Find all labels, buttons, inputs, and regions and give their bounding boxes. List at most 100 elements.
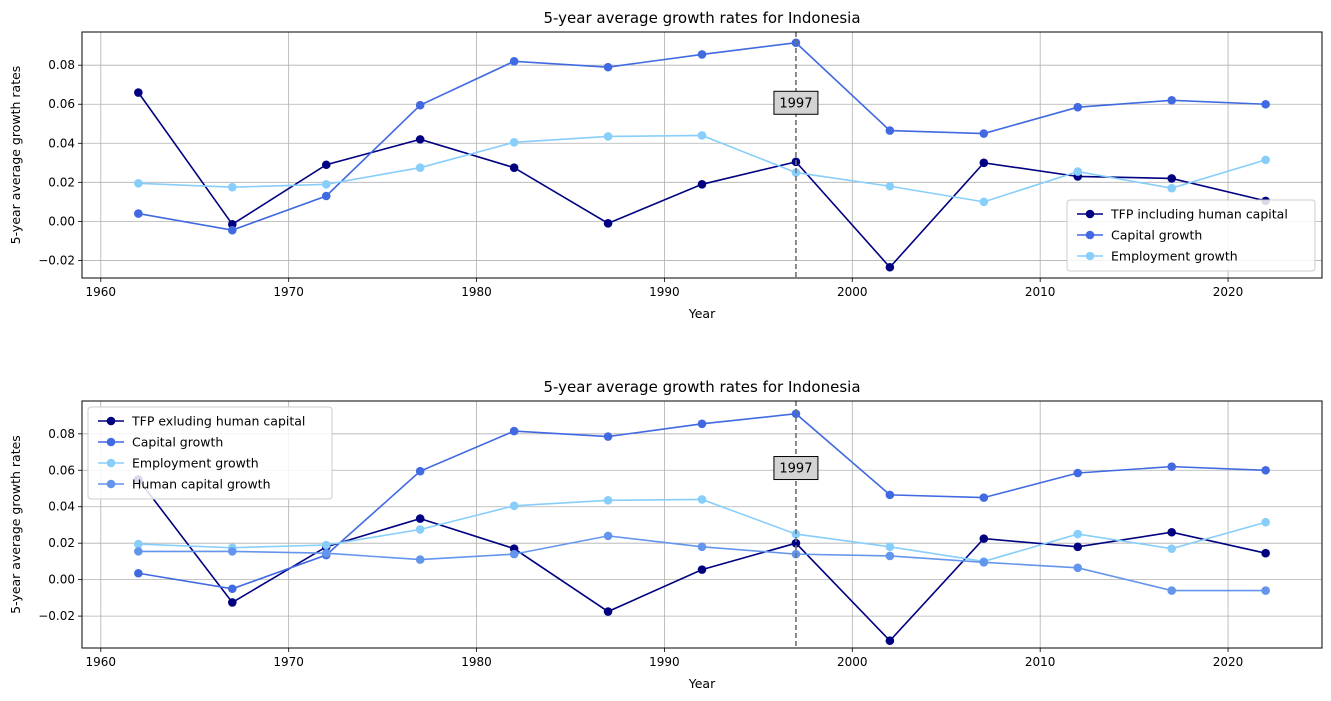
data-point <box>1167 174 1176 183</box>
data-point <box>697 542 707 552</box>
legend-entry-label: TFP including human capital <box>1110 207 1288 222</box>
data-point <box>1261 548 1270 558</box>
data-point <box>228 547 237 556</box>
data-point <box>415 514 425 523</box>
data-point <box>885 551 895 561</box>
data-point <box>134 568 143 578</box>
data-point <box>885 181 895 191</box>
y-tick-label: 0.06 <box>48 463 75 477</box>
data-point <box>321 540 331 550</box>
data-point <box>603 219 613 228</box>
y-tick-label: −0.02 <box>38 609 75 623</box>
data-point <box>228 584 237 594</box>
data-point <box>321 548 331 558</box>
x-tick-label: 1980 <box>461 285 492 299</box>
legend-entry-label: Employment growth <box>1111 249 1238 264</box>
data-point <box>321 160 331 170</box>
y-tick-label: 0.02 <box>48 175 75 189</box>
legend-entry-label: Capital growth <box>1111 228 1202 243</box>
y-tick-label: 0.04 <box>48 500 75 514</box>
data-point <box>697 131 707 140</box>
legend-swatch-marker <box>106 416 116 426</box>
data-point <box>697 565 707 574</box>
legend-entry-label: TFP exluding human capital <box>131 414 305 429</box>
data-point <box>1261 155 1270 165</box>
legend-swatch-marker <box>106 479 116 489</box>
data-point <box>134 88 143 97</box>
data-point <box>1261 465 1270 475</box>
data-point <box>603 62 613 72</box>
x-tick-label: 1960 <box>86 655 117 669</box>
data-point <box>1073 468 1083 478</box>
data-point <box>509 549 519 559</box>
event-label-box <box>773 90 819 115</box>
data-point <box>1167 183 1176 193</box>
data-point <box>979 129 989 138</box>
plot-frame <box>81 31 1323 279</box>
y-tick-label: 0.08 <box>48 427 75 441</box>
data-point <box>979 197 989 207</box>
data-point <box>321 191 331 201</box>
legend-box <box>1066 199 1316 272</box>
data-point <box>415 135 425 144</box>
data-point <box>415 466 425 476</box>
data-point <box>979 558 989 567</box>
y-tick-label: −0.02 <box>38 253 75 267</box>
data-point <box>134 179 143 188</box>
data-point <box>603 432 613 441</box>
y-axis-label: 5-year average growth rates <box>8 66 23 245</box>
chart-title: 5-year average growth rates for Indonesi… <box>543 9 860 27</box>
x-tick-label: 2000 <box>837 655 868 669</box>
x-tick-label: 1990 <box>649 285 680 299</box>
event-label: 1997 <box>779 96 812 111</box>
event-label: 1997 <box>779 462 812 477</box>
chart-1: 1960 1970 1980 1990 2000 2010 2020 −0.02 0.00 0.0… <box>8 9 1323 321</box>
data-point <box>509 56 519 66</box>
data-point <box>603 132 613 141</box>
legend: TFP exluding human capital Capital growth… <box>87 406 333 500</box>
series-3 <box>134 131 1270 207</box>
y-tick-label: 0.00 <box>48 573 75 587</box>
data-point <box>509 163 519 172</box>
x-tick-label: 2020 <box>1213 655 1244 669</box>
data-point <box>1261 586 1270 595</box>
data-point <box>509 426 519 436</box>
data-point <box>1073 529 1083 539</box>
data-point <box>1073 167 1083 176</box>
data-point <box>979 534 989 543</box>
legend: TFP including human capital Capital growt… <box>1066 199 1316 272</box>
x-tick-label: 2010 <box>1025 285 1056 299</box>
data-point <box>885 636 895 646</box>
chart-title: 5-year average growth rates for Indonesi… <box>543 378 860 396</box>
x-tick-label: 1970 <box>273 655 304 669</box>
data-point <box>697 50 707 59</box>
x-tick-label: 1970 <box>273 285 304 299</box>
data-point <box>415 555 425 564</box>
legend-swatch-marker <box>106 437 116 447</box>
data-point <box>979 493 989 502</box>
data-point <box>603 496 613 505</box>
data-point <box>885 126 895 135</box>
x-tick-label: 1990 <box>649 655 680 669</box>
y-tick-label: 0.00 <box>48 214 75 228</box>
data-point <box>697 179 707 189</box>
data-point <box>415 163 425 172</box>
data-point <box>509 138 519 147</box>
data-point <box>1167 544 1176 553</box>
legend-swatch-marker <box>1085 209 1095 219</box>
data-point <box>228 182 237 192</box>
data-point <box>509 501 519 511</box>
legend-box <box>87 406 333 500</box>
data-point <box>134 539 143 549</box>
data-point <box>1073 563 1083 573</box>
series-line <box>138 134 1266 203</box>
series-2 <box>134 38 1270 235</box>
data-point <box>228 225 237 235</box>
data-point <box>1167 462 1176 471</box>
y-tick-label: 0.04 <box>48 136 75 150</box>
y-axis-label: 5-year average growth rates <box>8 435 23 614</box>
data-point <box>791 538 801 548</box>
data-point <box>134 547 143 556</box>
data-point <box>603 531 613 541</box>
